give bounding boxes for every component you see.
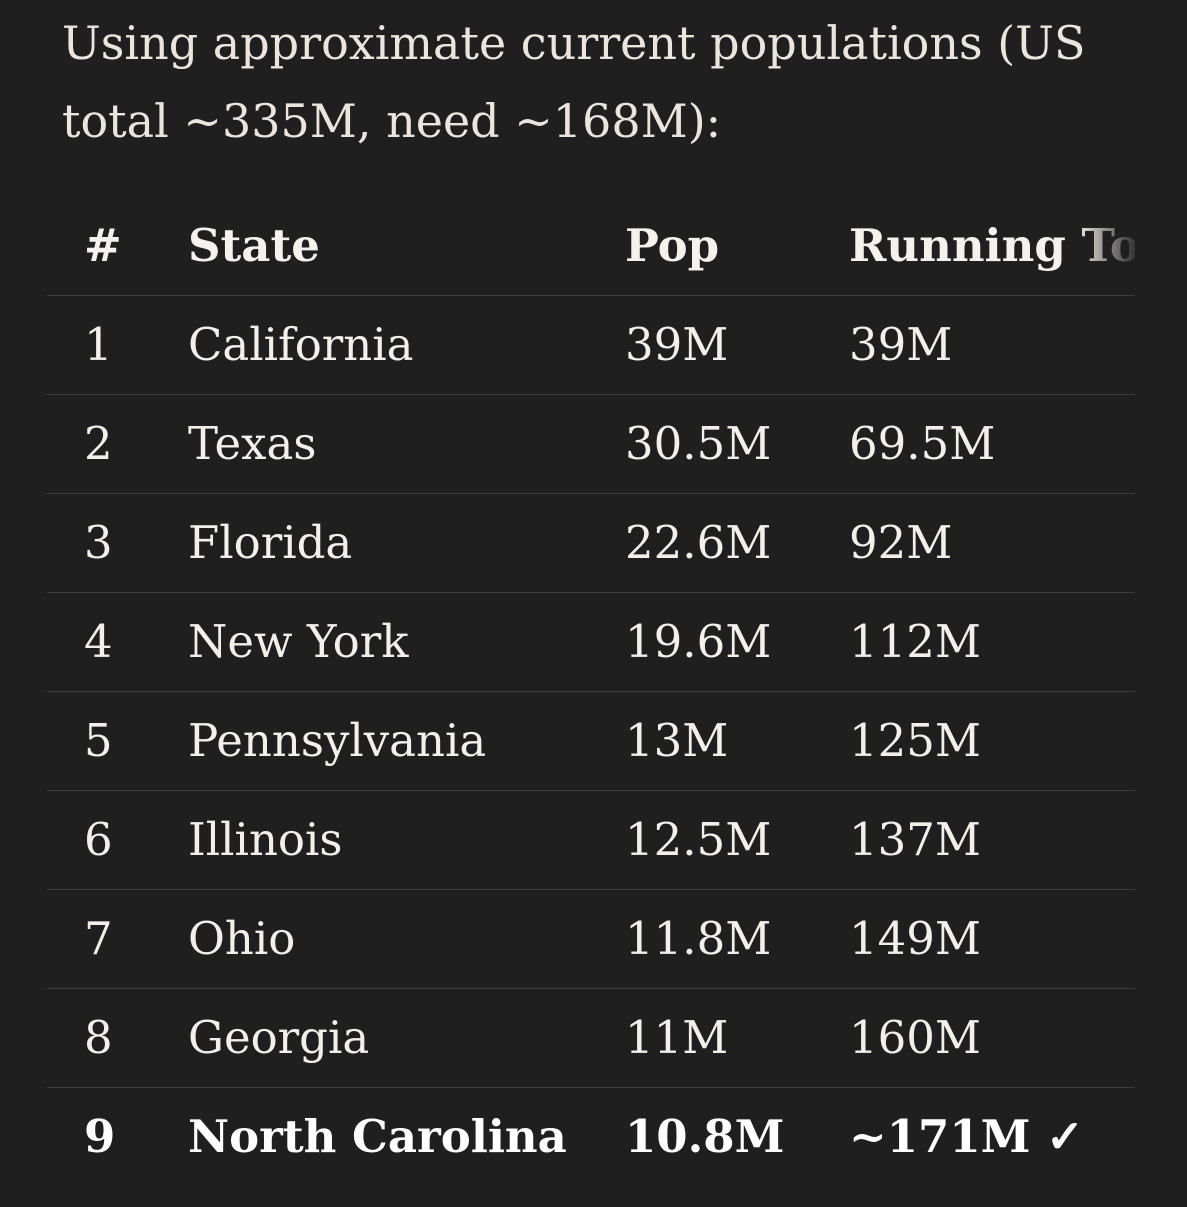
cell-pop: 12.5M — [625, 789, 849, 889]
table-row: 7 Ohio 11.8M 149M — [47, 888, 1135, 988]
table-row: 2 Texas 30.5M 69.5M — [47, 393, 1135, 493]
table-row: 6 Illinois 12.5M 137M — [47, 789, 1135, 889]
cell-pop: 10.8M — [625, 1086, 849, 1186]
table-row: 8 Georgia 11M 160M — [47, 987, 1135, 1087]
cell-state: New York — [188, 591, 625, 691]
cell-running-total: 160M — [849, 987, 1135, 1087]
header-state: State — [188, 219, 320, 273]
population-table: # State Pop Running Total 1California39M… — [47, 197, 1135, 1186]
cell-pop: 30.5M — [625, 393, 849, 493]
intro-text: Using approximate current populations (U… — [62, 16, 1086, 148]
cell-rank: 5 — [47, 690, 188, 790]
table-row: 9 North Carolina 10.8M ~171M ✓ — [47, 1086, 1135, 1186]
cell-running-total: 125M — [849, 690, 1135, 790]
table-row: 5 Pennsylvania 13M 125M — [47, 690, 1135, 790]
header-pop: Pop — [625, 219, 720, 273]
cell-rank: 6 — [47, 789, 188, 889]
cell-state: North Carolina — [188, 1086, 625, 1186]
header-running-total: Running Total — [849, 219, 1135, 273]
cell-running-total: 112M — [849, 591, 1135, 691]
cell-state: Pennsylvania — [188, 690, 625, 790]
cell-state: Florida — [188, 492, 625, 592]
cell-state: California — [188, 294, 625, 394]
cell-pop: 19.6M — [625, 591, 849, 691]
table-row: 3 Florida 22.6M 92M — [47, 492, 1135, 592]
cell-rank: 1 — [47, 294, 188, 394]
cell-state: Illinois — [188, 789, 625, 889]
cell-running-total: 69.5M — [849, 393, 1135, 493]
cell-rank: 2 — [47, 393, 188, 493]
cell-state: Georgia — [188, 987, 625, 1087]
cell-state: Texas — [188, 393, 625, 493]
cell-rank: 7 — [47, 888, 188, 988]
table-row: 4 New York 19.6M 112M — [47, 591, 1135, 691]
cell-rank: 9 — [47, 1086, 188, 1186]
cell-rank: 8 — [47, 987, 188, 1087]
population-table-container[interactable]: # State Pop Running Total 1California39M… — [47, 197, 1135, 1207]
cell-pop: 11M — [625, 987, 849, 1087]
cell-running-total: 39M — [849, 294, 1135, 394]
cell-pop: 22.6M — [625, 492, 849, 592]
cell-pop: 39M — [625, 294, 849, 394]
header-rank: # — [84, 219, 122, 273]
cell-state: Ohio — [188, 888, 625, 988]
cell-rank: 3 — [47, 492, 188, 592]
table-header-row: # State Pop Running Total — [47, 197, 1135, 295]
cell-pop: 13M — [625, 690, 849, 790]
cell-running-total: ~171M ✓ — [849, 1086, 1135, 1186]
cell-running-total: 149M — [849, 888, 1135, 988]
cell-running-total: 137M — [849, 789, 1135, 889]
cell-running-total: 92M — [849, 492, 1135, 592]
cell-rank: 4 — [47, 591, 188, 691]
table-row: 1 California 39M 39M — [47, 294, 1135, 394]
cell-pop: 11.8M — [625, 888, 849, 988]
